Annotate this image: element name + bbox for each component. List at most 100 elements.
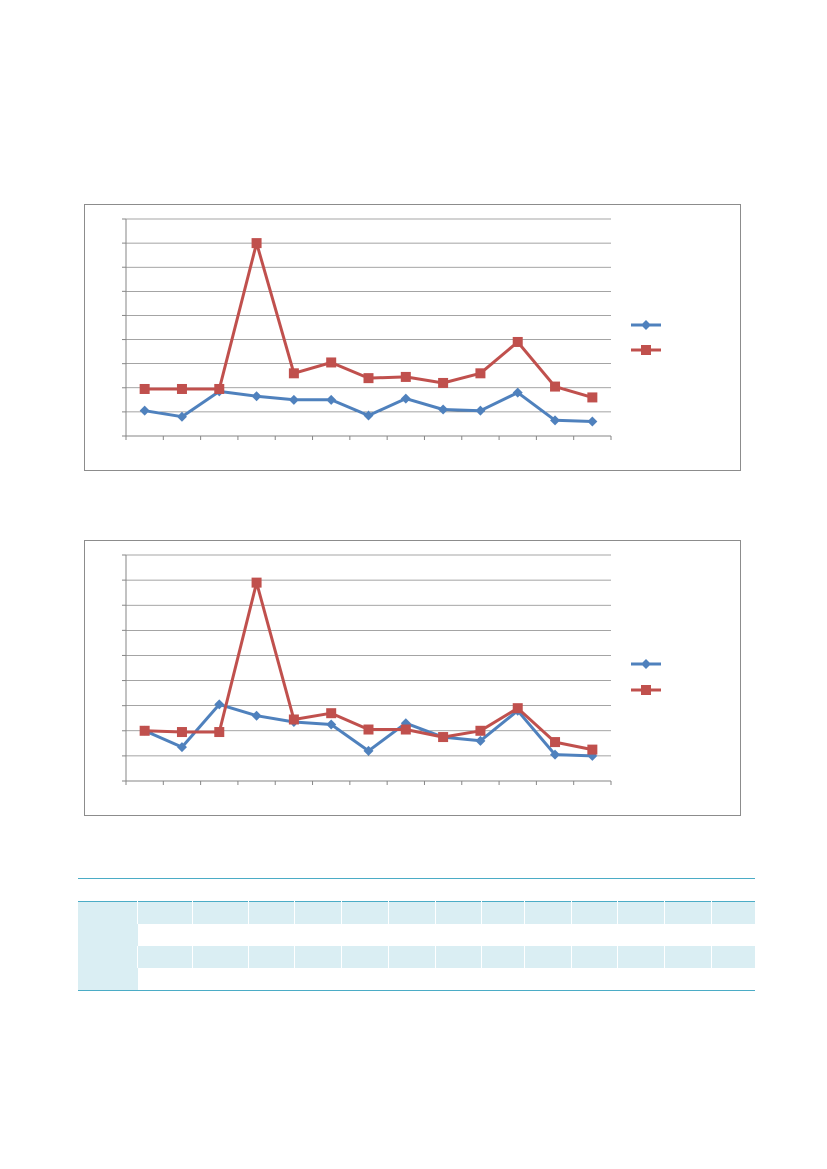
table-row [78, 924, 755, 946]
series-1-point [251, 710, 262, 721]
table-cell [710, 901, 755, 924]
series-1-point [475, 405, 486, 416]
table-cell [137, 946, 193, 968]
table-header-cell [482, 879, 525, 902]
series-2-point [214, 383, 225, 394]
table-cell [192, 946, 249, 968]
table-cell [387, 901, 436, 924]
series-1-point [363, 745, 374, 756]
series-1-point [251, 391, 262, 402]
series-2-point [326, 708, 337, 719]
table-row-header-cell [78, 924, 138, 946]
series-2-point [475, 725, 486, 736]
series-1-point [363, 410, 374, 421]
table-cell [524, 924, 571, 946]
table-cell [570, 946, 618, 968]
table-cell [482, 924, 525, 946]
table-row [78, 901, 755, 924]
series-2-point [587, 392, 598, 403]
table-cell [341, 946, 389, 968]
data-table-container [78, 878, 755, 991]
table-header-cell [665, 879, 712, 902]
series-2-point [139, 725, 150, 736]
series-2-point [400, 371, 411, 382]
series-2-point [550, 381, 561, 392]
table-cell [571, 968, 618, 991]
data-table [78, 878, 755, 991]
table-row-header-cell [78, 968, 138, 991]
table-cell [388, 924, 435, 946]
table-cell [248, 924, 295, 946]
table-cell [247, 901, 295, 924]
series-1-point [326, 719, 337, 730]
table-header-cell [342, 879, 389, 902]
table-cell [617, 946, 665, 968]
table-cell [435, 968, 482, 991]
series-1-point [176, 411, 187, 422]
table-cell [481, 946, 525, 968]
table-cell [247, 946, 295, 968]
table-header-cell [711, 879, 755, 902]
legend-series-1-marker [641, 320, 651, 330]
series-1-point [550, 749, 561, 760]
series-1-point [550, 415, 561, 426]
line-chart-2 [84, 540, 741, 816]
table-cell [192, 901, 249, 924]
chart-2-plot [122, 554, 661, 785]
series-2-point [438, 377, 449, 388]
table-header-cell [524, 879, 571, 902]
table-cell [295, 968, 342, 991]
series-2-point [400, 724, 411, 735]
table-cell [617, 901, 665, 924]
table-cell [711, 924, 755, 946]
series-2-point [512, 336, 523, 347]
series-1-point [475, 735, 486, 746]
table-cell [138, 924, 193, 946]
table-body [78, 901, 755, 991]
table-header-cell [78, 879, 138, 902]
table-cell [434, 946, 482, 968]
series-1-point [438, 404, 449, 415]
series-1-point [326, 394, 337, 405]
table-cell [294, 946, 342, 968]
table-header-cell [571, 879, 618, 902]
legend-series-2-marker [641, 685, 651, 695]
series-2-point [139, 383, 150, 394]
series-2-point [251, 238, 262, 249]
table-cell [482, 968, 525, 991]
table-cell [294, 901, 342, 924]
table-header-cell [435, 879, 482, 902]
table-cell [388, 968, 435, 991]
table-cell [193, 968, 248, 991]
series-1-point [214, 699, 225, 710]
table-header-cell [388, 879, 435, 902]
series-2-point [438, 732, 449, 743]
series-2-point [512, 703, 523, 714]
series-2-point [587, 744, 598, 755]
series-1-point [176, 742, 187, 753]
table-cell [570, 901, 618, 924]
table-cell [571, 924, 618, 946]
table-row [78, 968, 755, 991]
table-row [78, 946, 755, 968]
series-1-point [587, 416, 598, 427]
series-2-point [475, 368, 486, 379]
table-cell [295, 924, 342, 946]
table-cell [664, 946, 712, 968]
table-header-row [78, 878, 755, 902]
table-row-header-cell [78, 901, 138, 924]
table-cell [618, 924, 665, 946]
series-2-point [251, 577, 262, 588]
series-1-point [139, 405, 150, 416]
series-2-point [326, 357, 337, 368]
table-cell [342, 968, 389, 991]
table-cell [138, 968, 193, 991]
legend-series-2-marker [641, 345, 651, 355]
series-2-point [176, 383, 187, 394]
table-header-cell [193, 879, 248, 902]
series-2-point [288, 714, 299, 725]
table-cell [711, 968, 755, 991]
table-header-cell [295, 879, 342, 902]
table-cell [524, 968, 571, 991]
table-cell [665, 924, 712, 946]
